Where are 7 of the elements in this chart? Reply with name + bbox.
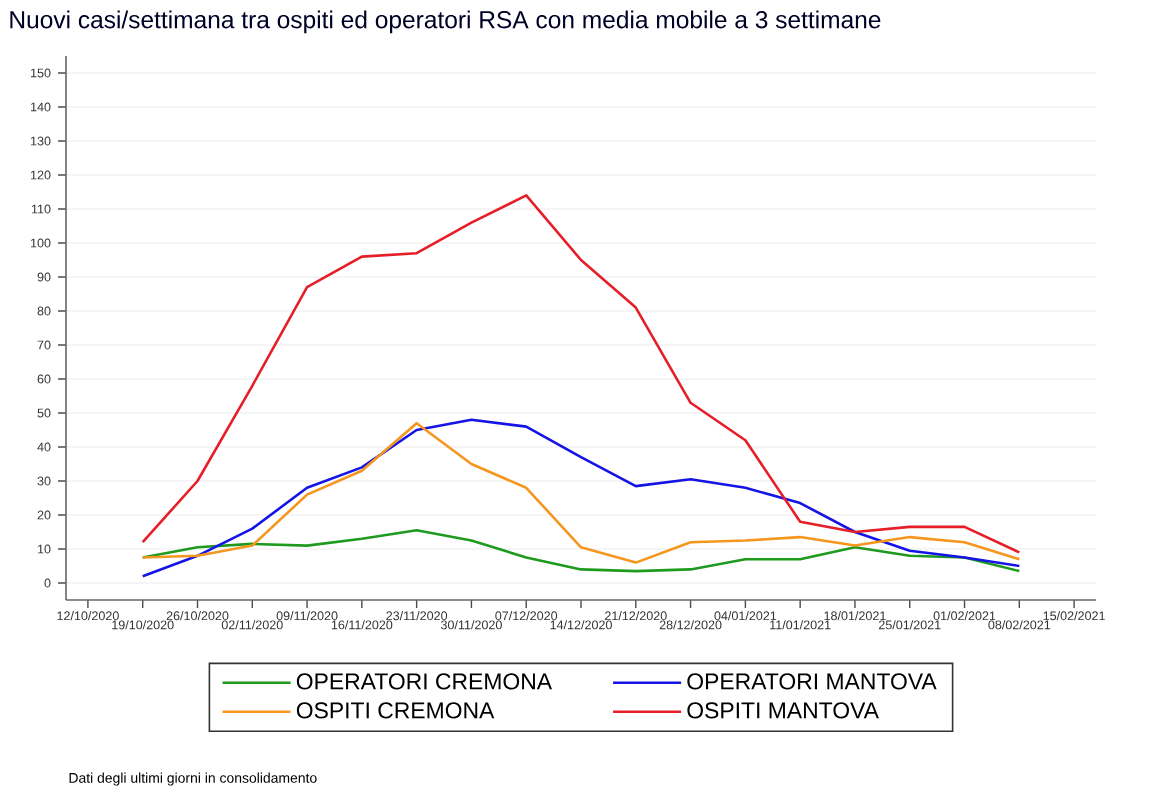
legend-label: OPERATORI MANTOVA — [687, 673, 937, 690]
legend-label: OSPITI MANTOVA — [687, 702, 879, 719]
legend-label: OPERATORI CREMONA — [296, 673, 553, 690]
line-series — [141, 194, 1021, 554]
chart-title: Nuovi casi/settimana tra ospiti ed operatori RSA con media mobile a 3 settimane — [10, 10, 881, 34]
line-series — [141, 529, 1021, 573]
legend-label: OSPITI CREMONA — [296, 702, 495, 719]
